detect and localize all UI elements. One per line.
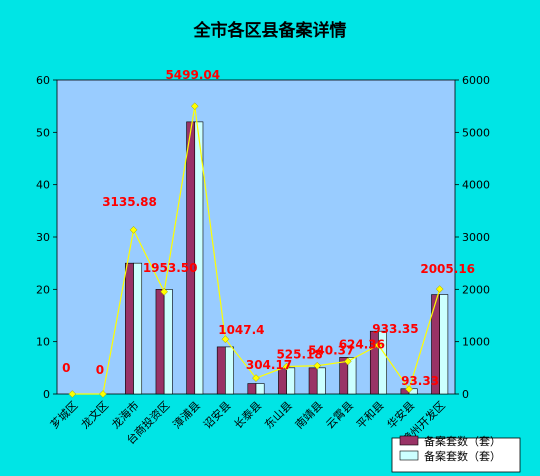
bar-series-0 <box>247 383 257 395</box>
y-right-tick-label: 5000 <box>462 126 490 139</box>
bar-series-1 <box>286 367 296 395</box>
y-left-tick-label: 10 <box>36 336 50 349</box>
line-point <box>160 287 169 296</box>
line-point <box>221 335 230 344</box>
data-label: 5499.04 <box>165 68 220 82</box>
y-right-tick-label: 3000 <box>462 231 490 244</box>
line-point <box>190 102 199 111</box>
bar-series-1 <box>378 330 387 395</box>
bar-series-0 <box>186 121 196 395</box>
bar-series-1 <box>439 294 449 395</box>
legend-swatch <box>399 450 419 461</box>
x-tick-label: 龙文区 <box>78 398 111 431</box>
line-point <box>435 285 444 293</box>
y-left-tick-label: 0 <box>43 388 50 401</box>
data-label: 1953.50 <box>143 261 198 275</box>
legend-label: 备案套数（套） <box>424 449 501 463</box>
bar-series-0 <box>125 262 134 395</box>
y-left-tick-label: 60 <box>36 74 50 87</box>
data-label: 624.36 <box>339 337 385 351</box>
bar-series-1 <box>225 346 234 395</box>
x-tick-label: 诏安县 <box>200 398 233 431</box>
line-point <box>252 374 260 382</box>
y-left-tick-label: 40 <box>36 179 50 192</box>
legend-swatch <box>399 435 419 446</box>
data-label: 3135.88 <box>102 195 157 209</box>
bar-series-1 <box>347 357 357 395</box>
y-left-tick-label: 50 <box>36 126 50 139</box>
bar-series-1 <box>163 289 173 395</box>
bar-series-0 <box>216 346 226 395</box>
legend: 备案套数（套）备案套数（套） <box>391 434 521 473</box>
x-tick-label: 漳浦县 <box>170 398 203 431</box>
data-label: 304.17 <box>246 358 292 372</box>
x-tick-label: 东山县 <box>262 399 295 432</box>
bar-series-1 <box>194 121 204 395</box>
data-label: 540.37 <box>308 344 354 358</box>
x-tick-label: 南靖县 <box>293 399 326 432</box>
line-point <box>405 385 413 393</box>
line-point <box>313 361 322 370</box>
x-tick-label: 长泰县 <box>231 398 264 431</box>
line-point <box>282 362 291 371</box>
y-right-tick-label: 6000 <box>462 74 490 87</box>
y-left-tick-label: 30 <box>36 231 50 244</box>
y-right-tick-label: 2000 <box>462 283 490 296</box>
bar-series-1 <box>316 367 326 395</box>
y-left-tick-label: 20 <box>36 283 50 296</box>
bar-series-0 <box>308 367 318 395</box>
bar-series-0 <box>155 289 165 395</box>
data-label: 933.35 <box>372 322 418 336</box>
chart-title: 全市各区县备案详情 <box>193 20 347 41</box>
data-label: 1047.4 <box>218 323 264 337</box>
line-point <box>68 390 77 398</box>
data-label: 2005.16 <box>420 262 475 276</box>
x-tick-label: 云霄县 <box>323 399 356 432</box>
y-right-tick-label: 1000 <box>462 336 490 349</box>
line-point <box>343 357 352 366</box>
line-point <box>129 226 138 234</box>
x-tick-label: 平和县 <box>354 399 387 432</box>
data-label: 0 <box>96 363 104 377</box>
line-point <box>99 390 107 398</box>
x-tick-label: 芗城区 <box>48 399 81 432</box>
legend-label: 备案套数（套） <box>424 434 501 448</box>
y-right-tick-label: 4000 <box>462 179 490 192</box>
data-label: 0 <box>62 361 70 375</box>
plot-area <box>56 79 456 395</box>
data-label: 525.18 <box>276 348 322 362</box>
bar-series-1 <box>133 262 143 395</box>
bar-series-1 <box>255 383 265 395</box>
line-point <box>374 341 383 350</box>
y-right-tick-label: 0 <box>462 388 469 401</box>
data-label: 93.33 <box>401 374 439 388</box>
